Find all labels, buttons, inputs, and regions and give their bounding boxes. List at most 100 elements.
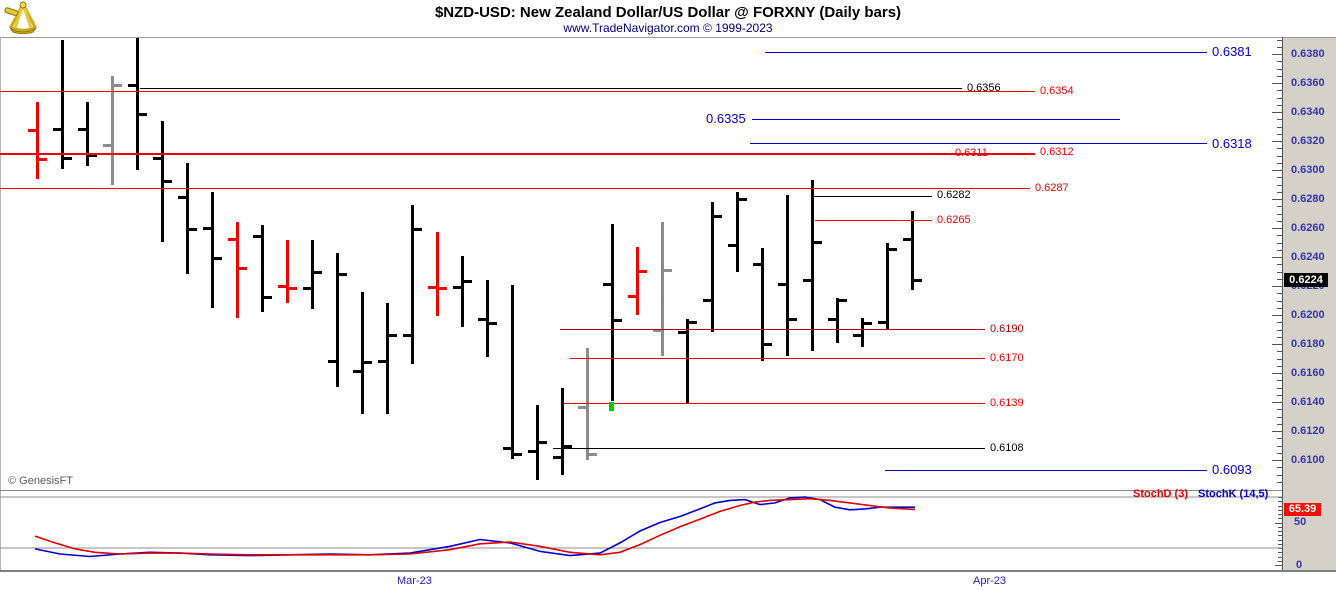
entry-marker xyxy=(609,402,614,412)
bar-open-tick xyxy=(903,238,911,242)
axis-minor-tick xyxy=(1277,423,1282,425)
date-axis-label: Mar-23 xyxy=(397,575,432,587)
axis-minor-tick xyxy=(1277,191,1282,193)
bar-close-tick xyxy=(639,270,647,273)
bar-open-tick xyxy=(128,84,136,88)
price-bar xyxy=(686,319,689,404)
price-bar xyxy=(261,225,264,313)
price-bar xyxy=(486,280,489,358)
bar-open-tick xyxy=(628,294,636,298)
bar-open-tick xyxy=(28,129,36,133)
axis-tick-label: 0.6120 xyxy=(1291,425,1325,437)
axis-minor-tick xyxy=(1277,75,1282,77)
price-bar xyxy=(236,222,239,318)
axis-minor-tick xyxy=(1277,39,1282,41)
level-label: 0.6265 xyxy=(937,213,971,226)
price-bar xyxy=(361,291,364,414)
axis-major-tick xyxy=(1272,228,1282,229)
level-line xyxy=(570,358,985,359)
bar-open-tick xyxy=(353,370,361,374)
bar-open-tick xyxy=(878,320,886,324)
axis-minor-tick xyxy=(1277,293,1282,295)
stoch-axis-tick xyxy=(1278,552,1282,554)
bar-close-tick xyxy=(839,299,847,302)
bar-open-tick xyxy=(378,359,386,363)
price-bar xyxy=(536,404,539,481)
price-bar xyxy=(161,120,164,243)
price-bar xyxy=(411,204,414,365)
price-bar xyxy=(436,232,439,317)
axis-tick-label: 0.6180 xyxy=(1291,338,1325,350)
bar-close-tick xyxy=(514,452,522,456)
axis-minor-tick xyxy=(1277,264,1282,266)
axis-major-tick xyxy=(1272,199,1282,200)
axis-tick-label: 0.6140 xyxy=(1291,396,1325,408)
price-bar xyxy=(111,75,114,185)
axis-major-tick xyxy=(1272,54,1282,55)
stoch-axis-tick xyxy=(1278,560,1282,562)
level-label: 0.6108 xyxy=(990,441,1024,454)
level-line xyxy=(765,52,1207,54)
price-bar xyxy=(186,162,189,275)
axis-major-tick xyxy=(1272,83,1282,84)
price-bar xyxy=(611,223,614,401)
bar-close-tick xyxy=(764,342,772,346)
bar-close-tick xyxy=(89,154,97,157)
axis-minor-tick xyxy=(1277,242,1282,244)
axis-minor-tick xyxy=(1277,351,1282,353)
price-chart-pane[interactable]: 0.6381 0.6356 0.6354 0.6335 0.6318 0.6311 0.62… xyxy=(0,37,1282,490)
axis-tick-label: 0.6320 xyxy=(1291,135,1325,147)
chart-title: $NZD-USD: New Zealand Dollar/US Dollar @… xyxy=(434,4,902,21)
price-bar xyxy=(61,39,64,169)
bar-open-tick xyxy=(178,196,186,200)
price-bar xyxy=(336,252,339,388)
axis-tick-label: 0.6340 xyxy=(1291,106,1325,118)
axis-major-tick xyxy=(1272,373,1282,374)
axis-tick-label: 0.6300 xyxy=(1291,164,1325,176)
stochastic-pane[interactable] xyxy=(0,490,1282,570)
stoch-axis-tick xyxy=(1278,501,1282,503)
bar-open-tick xyxy=(853,333,861,337)
price-bar xyxy=(636,246,639,315)
axis-major-tick xyxy=(1272,286,1282,287)
bar-open-tick xyxy=(78,127,86,131)
stoch-axis-tick xyxy=(1278,543,1282,545)
bar-close-tick xyxy=(689,320,697,324)
price-bar xyxy=(811,180,814,352)
axis-minor-tick xyxy=(1277,416,1282,418)
price-bar xyxy=(886,242,889,330)
level-line xyxy=(885,469,1207,471)
bar-close-tick xyxy=(239,267,247,271)
price-bar xyxy=(86,101,89,166)
bar-close-tick xyxy=(789,317,797,321)
bar-open-tick xyxy=(278,284,286,288)
bar-close-tick xyxy=(464,280,472,284)
axis-minor-tick xyxy=(1277,271,1282,273)
bar-close-tick xyxy=(414,227,422,231)
price-axis-gutter xyxy=(1282,37,1336,591)
axis-tick-label: 0.6380 xyxy=(1291,48,1325,60)
bar-open-tick xyxy=(553,455,561,459)
axis-minor-tick xyxy=(1277,474,1282,476)
stoch-axis-tick xyxy=(1278,535,1282,537)
axis-major-tick xyxy=(1272,112,1282,113)
level-line xyxy=(815,220,932,222)
axis-minor-tick xyxy=(1277,97,1282,99)
price-bar xyxy=(661,222,664,356)
bar-open-tick xyxy=(503,446,511,450)
price-bar xyxy=(711,201,714,333)
bar-open-tick xyxy=(753,262,761,266)
axis-minor-tick xyxy=(1277,336,1282,338)
stoch-axis-tick xyxy=(1278,509,1282,511)
bar-close-tick xyxy=(589,452,597,456)
bar-open-tick xyxy=(528,449,536,453)
axis-minor-tick xyxy=(1277,184,1282,186)
date-axis-strip[interactable] xyxy=(0,572,1336,591)
axis-tick-label: 0.6260 xyxy=(1291,222,1325,234)
bar-close-tick xyxy=(714,214,722,218)
stochd-legend-label[interactable]: StochD (3) xyxy=(1133,488,1188,500)
axis-minor-tick xyxy=(1277,481,1282,483)
bar-close-tick xyxy=(739,197,747,201)
stochk-legend-label[interactable]: StochK (14,5) xyxy=(1198,488,1269,500)
